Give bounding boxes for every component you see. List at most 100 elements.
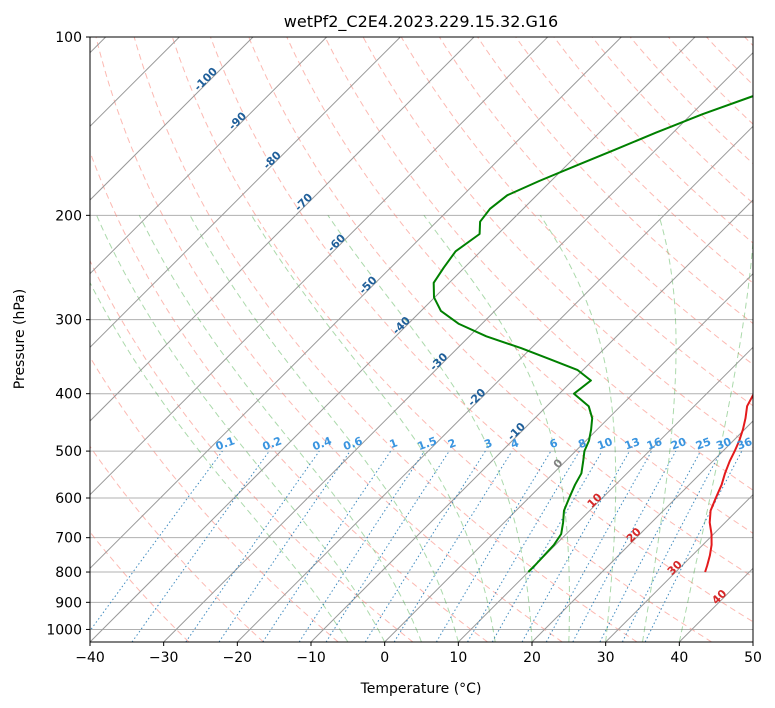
mixing-ratio-line — [393, 450, 513, 642]
y-tick-label: 200 — [55, 208, 82, 224]
mixing-ratio-label: 4 — [509, 436, 521, 451]
isotherm-line — [384, 272, 753, 642]
x-tick-label: 20 — [523, 650, 541, 666]
dry-adiabat-line — [629, 37, 753, 165]
mixing-ratio-line — [545, 450, 653, 642]
moist-adiabat-line — [327, 215, 533, 642]
dry-adiabat-line — [248, 37, 753, 578]
mixing-ratio-label: 0.1 — [214, 434, 237, 453]
x-axis-label: Temperature (°C) — [360, 681, 482, 697]
mixing-ratio-label: 1 — [388, 436, 400, 451]
mixing-ratio-lines — [90, 450, 743, 642]
isotherms — [90, 37, 753, 642]
isotherm-line — [90, 37, 475, 422]
moist-adiabat-line — [678, 235, 753, 642]
y-tick-label: 700 — [55, 531, 82, 547]
pressure-gridlines — [90, 37, 753, 630]
y-tick-label: 300 — [55, 313, 82, 329]
dewpoint-line — [432, 95, 753, 573]
mixing-ratio-label: 1.5 — [416, 434, 439, 453]
mixing-ratio-line — [491, 450, 603, 642]
mixing-ratio-label: 30 — [714, 435, 733, 453]
mixing-ratio-line — [521, 450, 630, 642]
mixing-ratio-line — [185, 450, 320, 642]
plot-frame — [89, 36, 754, 643]
dry-adiabat-line — [591, 37, 753, 204]
x-tick-label: 40 — [670, 650, 688, 666]
chart-title: wetPf2_C2E4.2023.229.15.32.G16 — [284, 12, 558, 32]
mixing-ratio-label: 36 — [735, 435, 754, 453]
isotherm-line — [90, 37, 622, 570]
y-tick-label: 400 — [55, 387, 82, 403]
isotherm-line — [90, 37, 254, 201]
mixing-ratio-line — [435, 450, 552, 642]
mixing-ratio-line — [467, 450, 580, 642]
plot-area: -100-90-80-70-60-50-40-30-20-100.1 0.2 0.4… — [90, 37, 754, 642]
y-tick-label: 100 — [55, 30, 82, 46]
dry-adiabat-line — [90, 259, 414, 642]
mixing-ratio-label: 25 — [694, 435, 713, 452]
mixing-ratio-label: 0.6 — [342, 434, 365, 453]
mixing-ratio-label: 13 — [623, 435, 642, 452]
y-tick-label: 600 — [55, 491, 82, 507]
mixing-ratio-line — [325, 450, 450, 642]
mixing-ratio-line — [90, 450, 223, 632]
isotherm-line — [90, 37, 401, 349]
dry-adiabats — [90, 37, 753, 642]
x-tick-label: −10 — [296, 650, 326, 666]
mixing-ratio-label: 10 — [596, 435, 615, 453]
mixing-ratio-line — [218, 450, 351, 642]
moist-adiabat-line — [189, 215, 459, 642]
moist-adiabat-line — [138, 215, 422, 642]
x-tick-label: 10 — [449, 650, 467, 666]
mixing-ratio-label: 3 — [482, 436, 494, 451]
mixing-ratio-label: 0.4 — [311, 434, 334, 453]
mixing-ratio-label: 20 — [669, 435, 688, 453]
moist-adiabat-line — [96, 215, 386, 642]
isotherm-line — [531, 420, 753, 642]
mixing-ratio-line — [572, 450, 677, 642]
dry-adiabat-line — [133, 37, 638, 642]
y-axis-label: Pressure (hPa) — [12, 289, 28, 389]
x-tick-label: 50 — [744, 650, 762, 666]
moist-adiabat-line — [642, 215, 677, 642]
isotherm-line — [457, 346, 753, 642]
mixing-ratio-line — [131, 450, 270, 642]
x-tick-label: −40 — [75, 650, 105, 666]
sounding-series — [432, 95, 753, 573]
x-tick-label: −20 — [223, 650, 253, 666]
mixing-ratio-label: 16 — [645, 435, 664, 453]
dry-adiabat-line — [477, 37, 753, 325]
temperature-line — [704, 393, 753, 573]
dry-adiabat-line — [95, 37, 563, 642]
mixing-ratio-label: 8 — [576, 436, 588, 451]
mixing-ratio-label: 6 — [548, 436, 560, 451]
x-axis-ticks: −40 −30 −20 −10 0 10 20 30 40 50 — [75, 642, 762, 666]
isotherm-line — [90, 37, 696, 642]
moist-adiabat-line — [539, 215, 617, 642]
isotherm-line — [163, 51, 753, 642]
y-tick-label: 500 — [55, 444, 82, 460]
dry-adiabat-line — [515, 37, 753, 284]
mixing-ratio-label: 0.2 — [261, 434, 284, 453]
isotherm-line — [310, 199, 753, 642]
mixing-ratio-line — [364, 450, 486, 642]
dry-adiabat-line — [400, 37, 753, 407]
y-tick-label: 1000 — [46, 622, 82, 638]
dry-adiabat-line — [90, 445, 264, 642]
dry-adiabat-line — [171, 37, 712, 642]
y-tick-label: 900 — [55, 595, 82, 611]
isotherm-line — [236, 125, 753, 642]
isotherm-line — [605, 493, 753, 642]
dry-adiabat-line — [210, 37, 753, 623]
mixing-ratio-label: 2 — [446, 436, 458, 451]
y-axis-ticks: 1000 900 800 700 600 500 400 300 200 100 — [46, 30, 90, 638]
y-tick-label: 800 — [55, 565, 82, 581]
isotherm-line — [90, 37, 549, 496]
x-tick-label: 30 — [597, 650, 615, 666]
dry-adiabat-line — [324, 37, 753, 491]
x-tick-label: 0 — [380, 650, 389, 666]
isotherm-line — [90, 37, 328, 275]
